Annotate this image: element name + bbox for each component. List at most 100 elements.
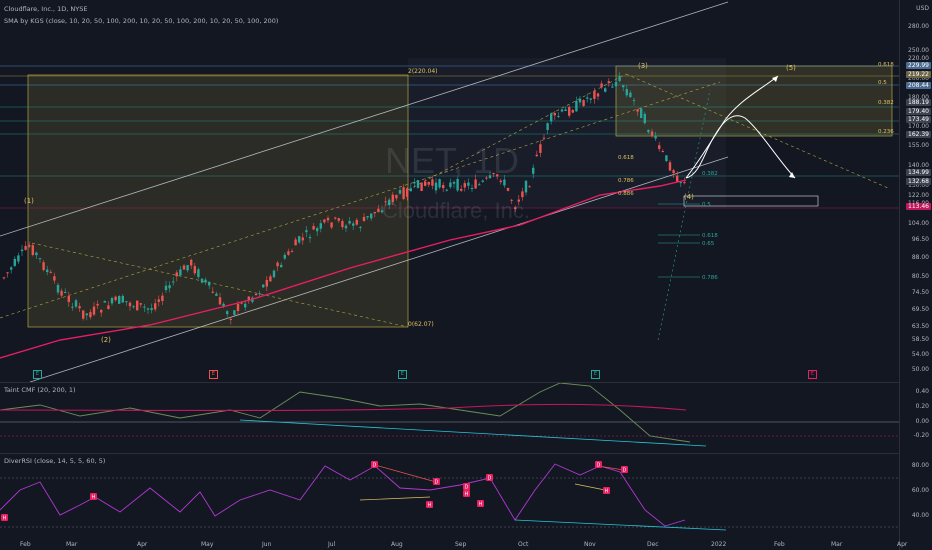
time-label: Aug xyxy=(391,541,403,548)
candle-body xyxy=(139,303,142,305)
candle-body xyxy=(593,91,596,99)
rsi-marker-bg-5 xyxy=(486,474,493,481)
candle-body xyxy=(236,303,240,312)
candle-body xyxy=(532,167,535,174)
earnings-event-icon[interactable]: E xyxy=(398,370,407,379)
rsi-marker-11: H xyxy=(605,489,609,495)
candle-body xyxy=(578,98,582,103)
price-tick: 200.00 xyxy=(908,75,929,82)
candle-body xyxy=(2,277,6,279)
candle-body xyxy=(56,284,60,293)
candle-body xyxy=(672,170,675,174)
candle-body xyxy=(506,187,510,191)
candle-body xyxy=(503,179,506,186)
candle-body xyxy=(82,310,85,319)
shaded-region xyxy=(408,58,726,208)
candle-body xyxy=(190,259,193,266)
candle-body xyxy=(683,182,686,184)
candle-body xyxy=(391,194,394,203)
candle-body xyxy=(373,211,376,214)
sma-200-line xyxy=(0,179,687,359)
earnings-event-icon[interactable]: E xyxy=(591,370,600,379)
candle-body xyxy=(402,187,405,199)
price-tick: 58.50 xyxy=(911,336,929,343)
pane-divider-1[interactable] xyxy=(0,382,932,383)
price-tick: 220.00 xyxy=(908,55,929,62)
candle-body xyxy=(366,216,369,218)
fib-zone-box xyxy=(27,74,409,328)
cmf-title[interactable]: Taint CMF (20, 200, 1) xyxy=(4,386,76,394)
chart-title[interactable]: Cloudflare, Inc., 1D, NYSE xyxy=(4,5,88,13)
candle-body xyxy=(485,177,488,179)
candle-body xyxy=(38,258,42,260)
candle-body xyxy=(218,297,222,305)
candle-body xyxy=(355,219,358,225)
candle-body xyxy=(161,295,164,301)
fib-level-mid-0: 0.618 xyxy=(618,155,634,161)
price-axis[interactable]: USD xyxy=(899,0,932,550)
cmf-tick: 0.40 xyxy=(915,388,929,395)
candle-body xyxy=(71,306,74,308)
cmf-tick: 0.20 xyxy=(915,403,929,410)
rsi-marker-bg-11 xyxy=(603,487,610,494)
rsi-bear-div-1 xyxy=(374,464,437,483)
time-label: May xyxy=(201,541,214,548)
channel-upper xyxy=(0,1,729,237)
candle-body xyxy=(535,154,538,157)
candle-body xyxy=(215,293,218,296)
candle-body xyxy=(132,306,135,308)
candle-body xyxy=(24,245,27,250)
candle-body xyxy=(568,107,571,116)
candle-body xyxy=(409,188,412,192)
candle-body xyxy=(679,182,682,184)
target-box xyxy=(683,195,819,207)
candle-body xyxy=(647,129,650,133)
candle-body xyxy=(46,269,49,273)
rsi-marker-bg-6 xyxy=(426,501,433,508)
wave-label-1: (1) xyxy=(24,197,34,205)
candle-body xyxy=(424,181,427,186)
candle-body xyxy=(521,191,524,198)
candle-body xyxy=(640,108,643,119)
candle-body xyxy=(154,303,157,310)
candle-body xyxy=(13,258,16,266)
candle-body xyxy=(341,220,344,228)
candle-body xyxy=(265,280,268,287)
earnings-event-icon[interactable]: E xyxy=(808,370,817,379)
rsi-tick: 40.00 xyxy=(911,512,929,519)
fib-level-lower-2: 0.65 xyxy=(702,241,715,247)
candle-body xyxy=(539,144,542,153)
fib-bottom-label: 0(62.07) xyxy=(408,321,434,328)
sma-indicator-legend[interactable]: SMA by KGS (close, 10, 20, 50, 100, 200,… xyxy=(4,17,279,25)
rsi-marker-bg-3 xyxy=(433,478,440,485)
candle-body xyxy=(179,269,182,276)
price-tick: 122.00 xyxy=(908,192,929,199)
candle-body xyxy=(668,162,672,171)
candle-body xyxy=(92,306,96,315)
candle-body xyxy=(204,279,207,283)
pane-divider-2[interactable] xyxy=(0,453,932,454)
candle-body xyxy=(164,285,168,291)
candle-body xyxy=(175,272,178,277)
rsi-marker-9: D xyxy=(597,463,601,469)
rsi-bear-div-2 xyxy=(597,465,625,471)
time-label: Apr xyxy=(897,541,908,548)
candle-body xyxy=(557,115,560,117)
rsi-marker-bg-8 xyxy=(463,490,470,497)
candle-body xyxy=(632,99,636,101)
candle-body xyxy=(305,230,308,233)
price-tick: 180.00 xyxy=(908,94,929,101)
rsi-marker-5: D xyxy=(488,476,492,482)
earnings-event-icon[interactable]: E xyxy=(209,370,218,379)
wave-label-3: (3) xyxy=(638,62,648,70)
earnings-event-icon[interactable]: E xyxy=(33,370,42,379)
candle-body xyxy=(611,86,614,88)
price-tag: 113.46 xyxy=(906,203,931,210)
rsi-title[interactable]: DiverRSI (close, 14, 5, 5, 60, 5) xyxy=(4,457,106,465)
candle-body xyxy=(560,109,564,112)
candle-body xyxy=(308,237,312,239)
rsi-hidden-div-1 xyxy=(359,496,431,501)
candle-body xyxy=(330,222,333,228)
